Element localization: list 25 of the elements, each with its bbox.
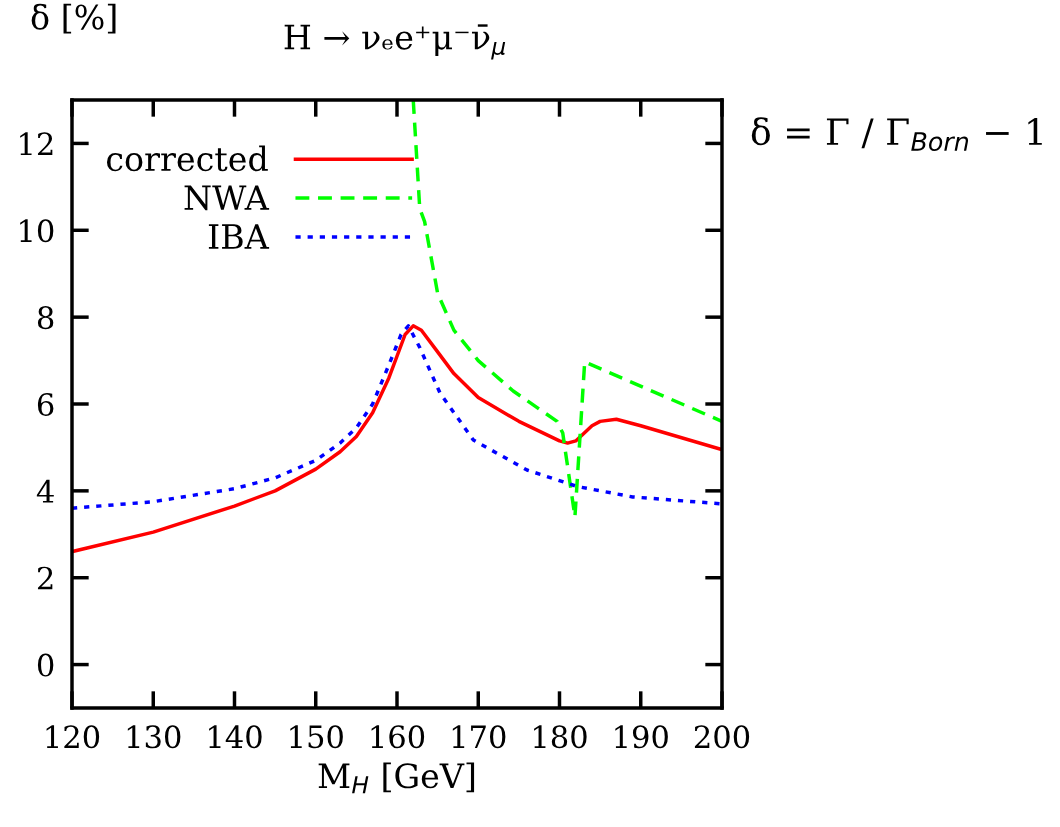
legend-label: corrected <box>106 145 268 172</box>
y-axis-title: δ [%] <box>31 3 116 34</box>
y-tick-label: 6 <box>37 392 54 417</box>
x-axis-title: M$_{H}$ [GeV] <box>318 762 475 794</box>
text: δ = Γ / Γ$_{Born}$ − 1 <box>751 117 1042 152</box>
legend-label: IBA <box>208 224 270 249</box>
legend-label: NWA <box>184 185 270 211</box>
y-tick-label: 10 <box>20 219 54 243</box>
x-tick-label: 180 <box>534 725 587 749</box>
line-series <box>72 324 722 554</box>
y-tick-label: 4 <box>36 479 54 503</box>
x-tick-label: 160 <box>371 725 425 749</box>
y-tick-label: 0 <box>37 653 54 677</box>
x-tick-label: 200 <box>694 725 750 749</box>
y-tick-label: 2 <box>37 566 53 590</box>
x-tick-label: 150 <box>290 725 343 749</box>
line-series <box>72 324 722 510</box>
x-tick-label: 120 <box>46 725 100 749</box>
chart-title: H → νₑe⁺μ⁻ν̄$_{μ}$ <box>284 24 506 60</box>
x-tick-label: 190 <box>615 725 668 749</box>
y-tick-label: 8 <box>37 306 54 330</box>
x-tick-label: 170 <box>452 725 506 749</box>
x-tick-label: 130 <box>127 725 181 749</box>
y-tick-label: 12 <box>20 132 53 156</box>
x-tick-label: 140 <box>209 725 262 749</box>
